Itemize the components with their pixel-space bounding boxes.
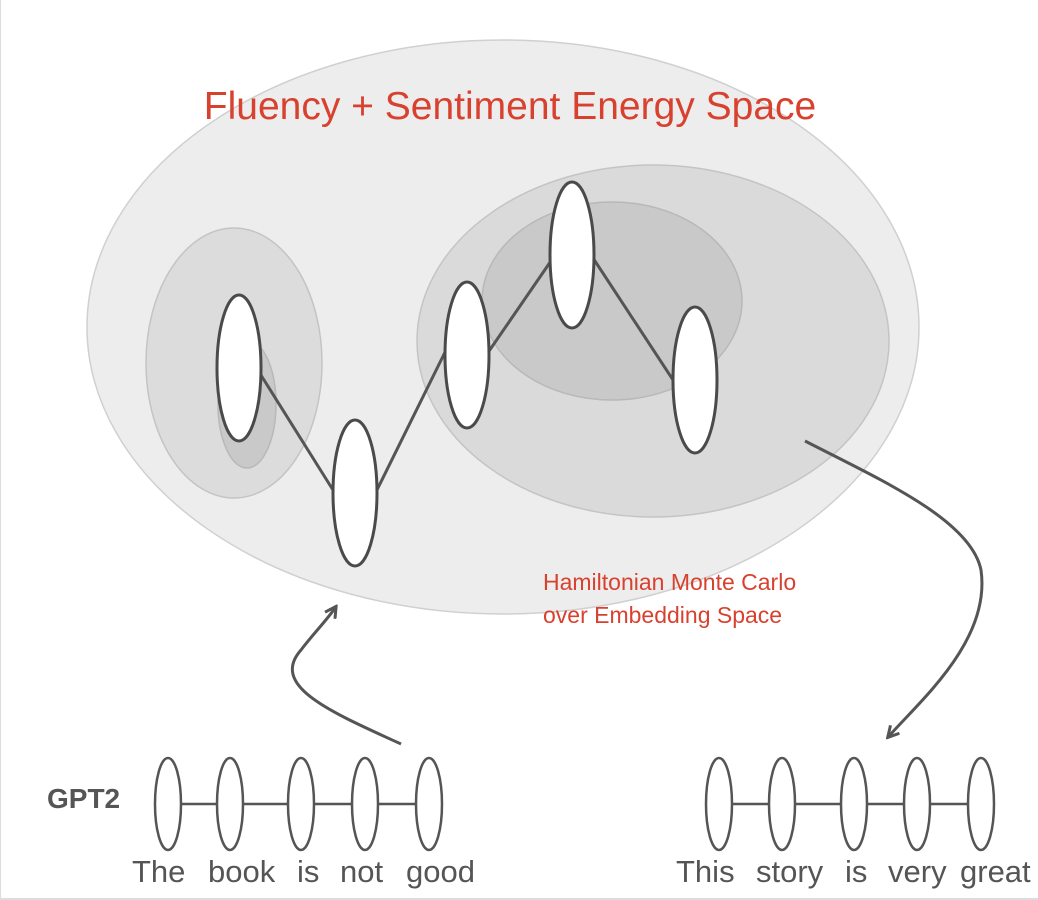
output-word: This xyxy=(676,854,735,889)
input-to-space-arrow xyxy=(291,608,402,746)
input-token-node xyxy=(215,756,245,852)
input-token-node xyxy=(350,756,380,852)
output-token-node xyxy=(704,756,734,852)
hmc-trajectory xyxy=(257,257,677,499)
output-word: story xyxy=(756,854,824,889)
sampler-label-line2: over Embedding Space xyxy=(543,602,782,628)
input-token-node xyxy=(414,756,444,852)
output-token-node xyxy=(767,756,797,852)
output-token-node xyxy=(966,756,996,852)
input-word: is xyxy=(297,854,319,889)
output-word: is xyxy=(845,854,867,889)
input-word: not xyxy=(340,854,383,889)
trajectory-edge xyxy=(371,335,455,499)
hmc-samples xyxy=(215,180,719,568)
input-sentence: The book is not good xyxy=(132,854,475,889)
input-word: The xyxy=(132,854,185,889)
trajectory-node xyxy=(671,305,719,455)
model-label: GPT2 xyxy=(47,783,120,814)
output-token-node xyxy=(839,756,869,852)
input-token-chain xyxy=(153,756,444,852)
trajectory-node xyxy=(548,180,596,330)
input-word: good xyxy=(406,854,475,889)
energy-space-title: Fluency + Sentiment Energy Space xyxy=(204,85,816,128)
output-token-chain xyxy=(704,756,996,852)
trajectory-edge xyxy=(591,257,677,384)
output-word: very xyxy=(888,854,947,889)
space-to-output-arrow xyxy=(804,439,984,736)
sampler-label: Hamiltonian Monte Carlo over Embedding S… xyxy=(543,569,803,628)
trajectory-node xyxy=(443,280,491,430)
output-token-node xyxy=(902,756,932,852)
input-word: book xyxy=(208,854,276,889)
sampler-label-line1: Hamiltonian Monte Carlo xyxy=(543,569,796,595)
trajectory-edge xyxy=(257,371,335,491)
trajectory-node xyxy=(215,293,263,443)
input-token-node xyxy=(286,756,316,852)
output-word: great xyxy=(960,854,1031,889)
trajectory-node xyxy=(331,418,379,568)
input-token-node xyxy=(153,756,183,852)
output-sentence: This story is very great xyxy=(676,854,1031,889)
trajectory-edge xyxy=(485,257,555,355)
